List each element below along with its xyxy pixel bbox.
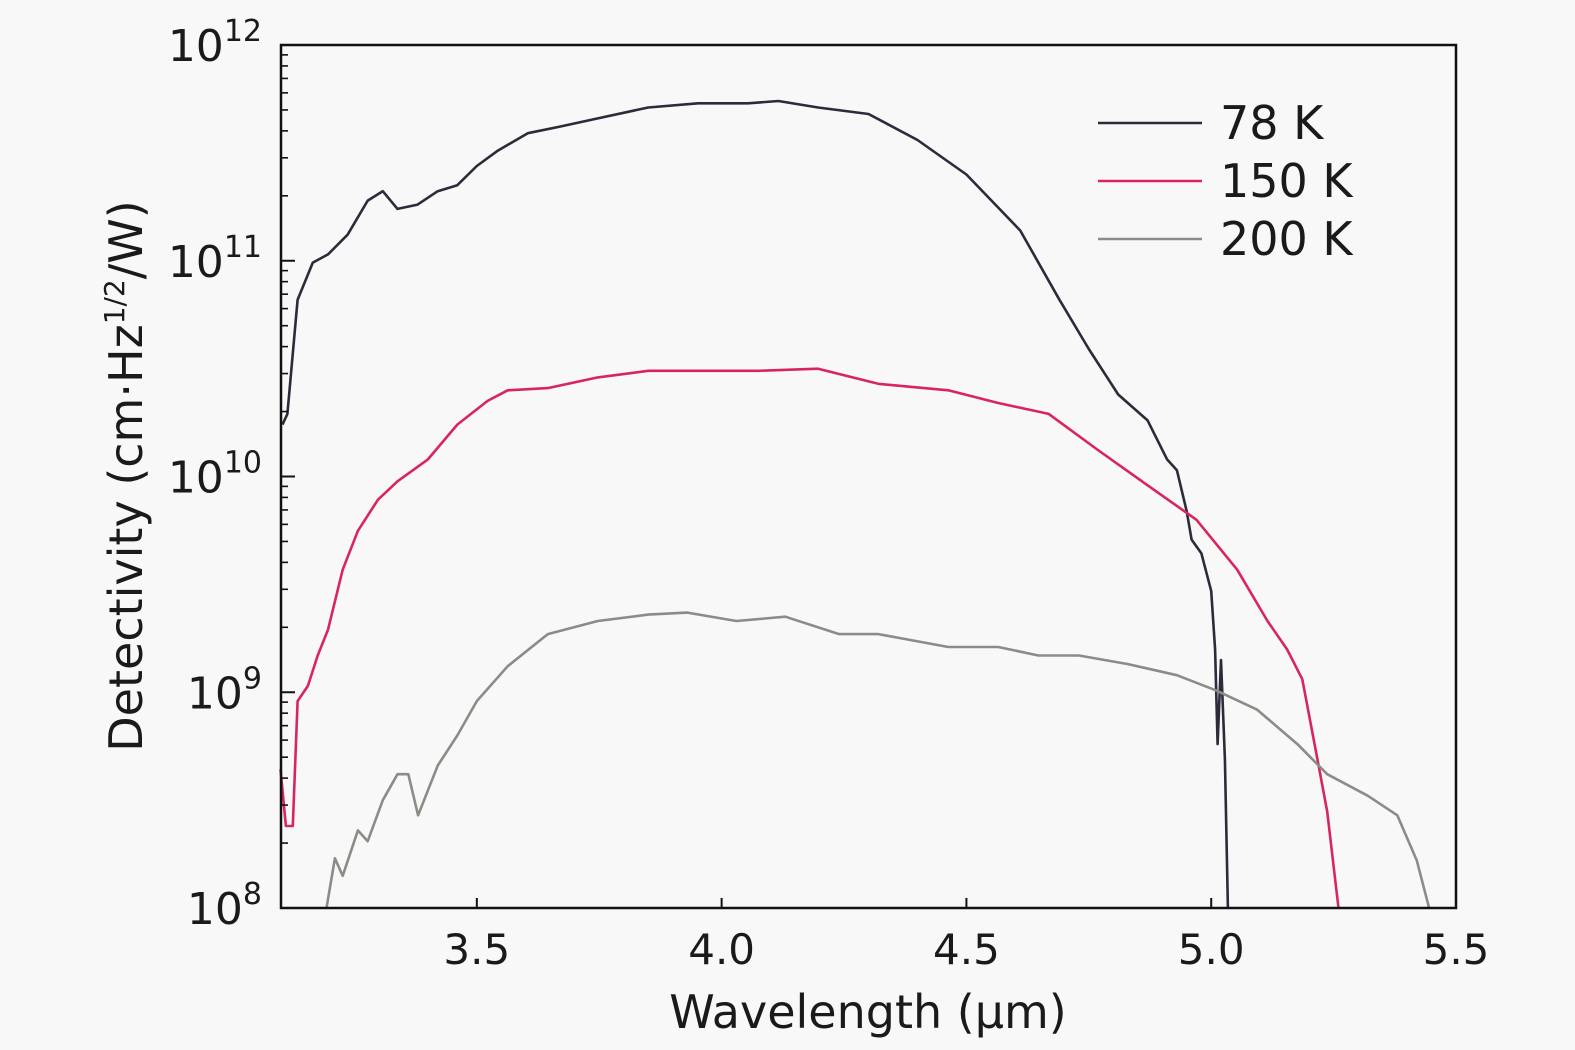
y-axis-label: Detectivity (cm·Hz1/2/W)	[98, 200, 153, 751]
y-axis-label-suffix: /W)	[99, 200, 153, 279]
y-tick-base: 10	[168, 21, 224, 72]
series-layer	[279, 99, 1431, 909]
series-line-78k	[281, 99, 1230, 909]
y-tick-exponent: 12	[224, 14, 262, 49]
legend-label: 78 K	[1220, 96, 1325, 150]
x-tick-label: 4.0	[688, 925, 755, 974]
y-tick-base: 10	[168, 237, 224, 288]
x-axis-label: Wavelength (µm)	[669, 985, 1066, 1039]
y-axis-label-prefix: Detectivity (cm·Hz	[99, 324, 153, 751]
y-tick-exponent: 10	[224, 446, 262, 481]
x-tick-label: 4.5	[933, 925, 1000, 974]
y-tick-label: 1012	[168, 14, 262, 72]
y-tick-base: 10	[168, 453, 224, 504]
legend-label: 150 K	[1220, 154, 1354, 208]
legend-label: 200 K	[1220, 212, 1354, 266]
series-line-200k	[325, 611, 1431, 909]
x-tick-label: 5.0	[1178, 925, 1245, 974]
x-tick-label: 3.5	[443, 925, 510, 974]
y-tick-base: 10	[187, 668, 243, 719]
y-tick-label: 1010	[168, 446, 262, 504]
y-tick-exponent: 9	[243, 661, 262, 696]
y-tick-base: 10	[187, 884, 243, 935]
y-tick-label: 1011	[168, 230, 262, 288]
y-tick-exponent: 8	[243, 877, 262, 912]
x-tick-label: 5.5	[1423, 925, 1490, 974]
y-tick-exponent: 11	[224, 230, 262, 265]
y-axis-label-sup: 1/2	[98, 279, 131, 324]
series-line-150k	[279, 367, 1340, 909]
y-tick-label: 109	[187, 661, 262, 719]
y-tick-label: 108	[187, 877, 262, 935]
